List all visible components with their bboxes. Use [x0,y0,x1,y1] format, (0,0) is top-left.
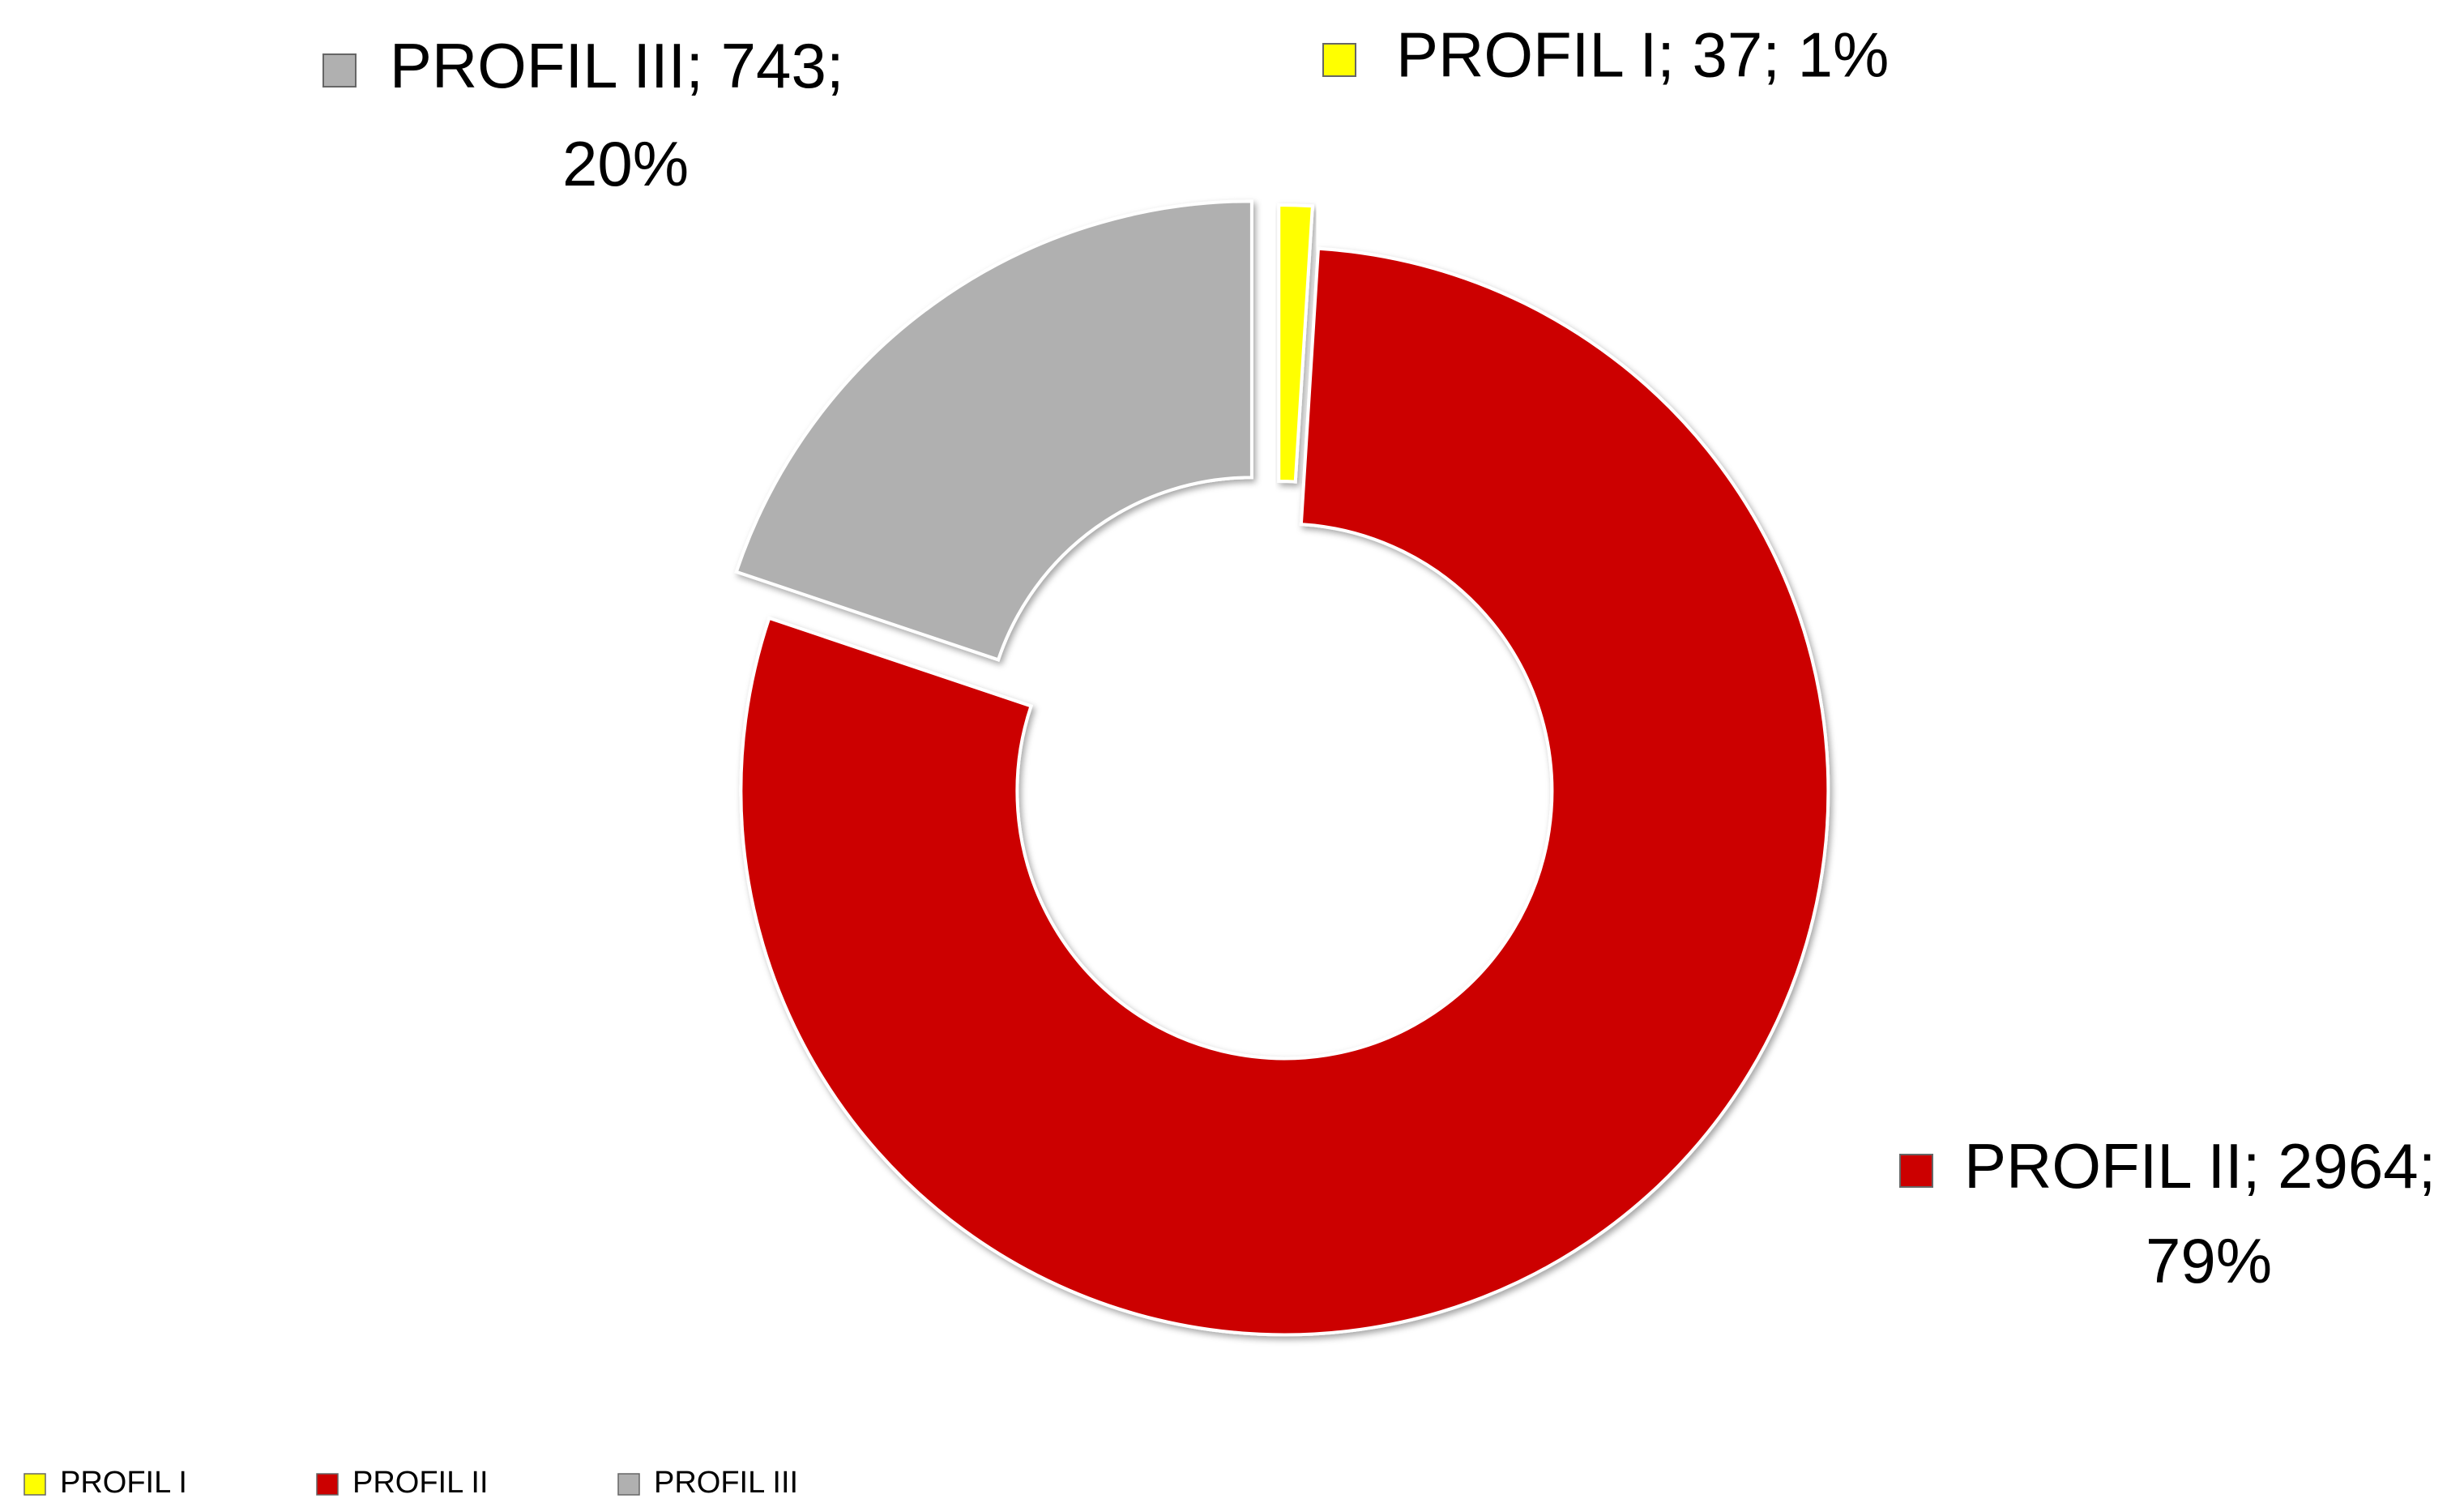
legend-marker [23,1473,46,1496]
data-label: PROFIL I; 37; 1% [1396,19,1889,91]
legend-label: PROFIL I [60,1466,187,1500]
legend-label: PROFIL III [654,1466,798,1500]
data-labels: PROFIL I; 37; 1% PROFIL II; 2964; 79% PROF… [322,19,2453,1296]
data-label: PROFIL II; 2964; 79% [1964,1130,2453,1296]
legend-marker [617,1473,640,1496]
legend-marker [316,1473,339,1496]
label-marker [1899,1154,1933,1188]
legend-label: PROFIL II [352,1466,489,1500]
label-marker [1322,43,1356,77]
legend: PROFIL I PROFIL II PROFIL III [23,1466,798,1500]
donut-slice [734,199,1253,662]
donut [734,199,1830,1337]
donut-slice [1277,203,1315,484]
label-marker [322,53,357,88]
data-label: PROFIL III; 743; 20% [390,30,861,199]
donut-slice [739,246,1830,1337]
